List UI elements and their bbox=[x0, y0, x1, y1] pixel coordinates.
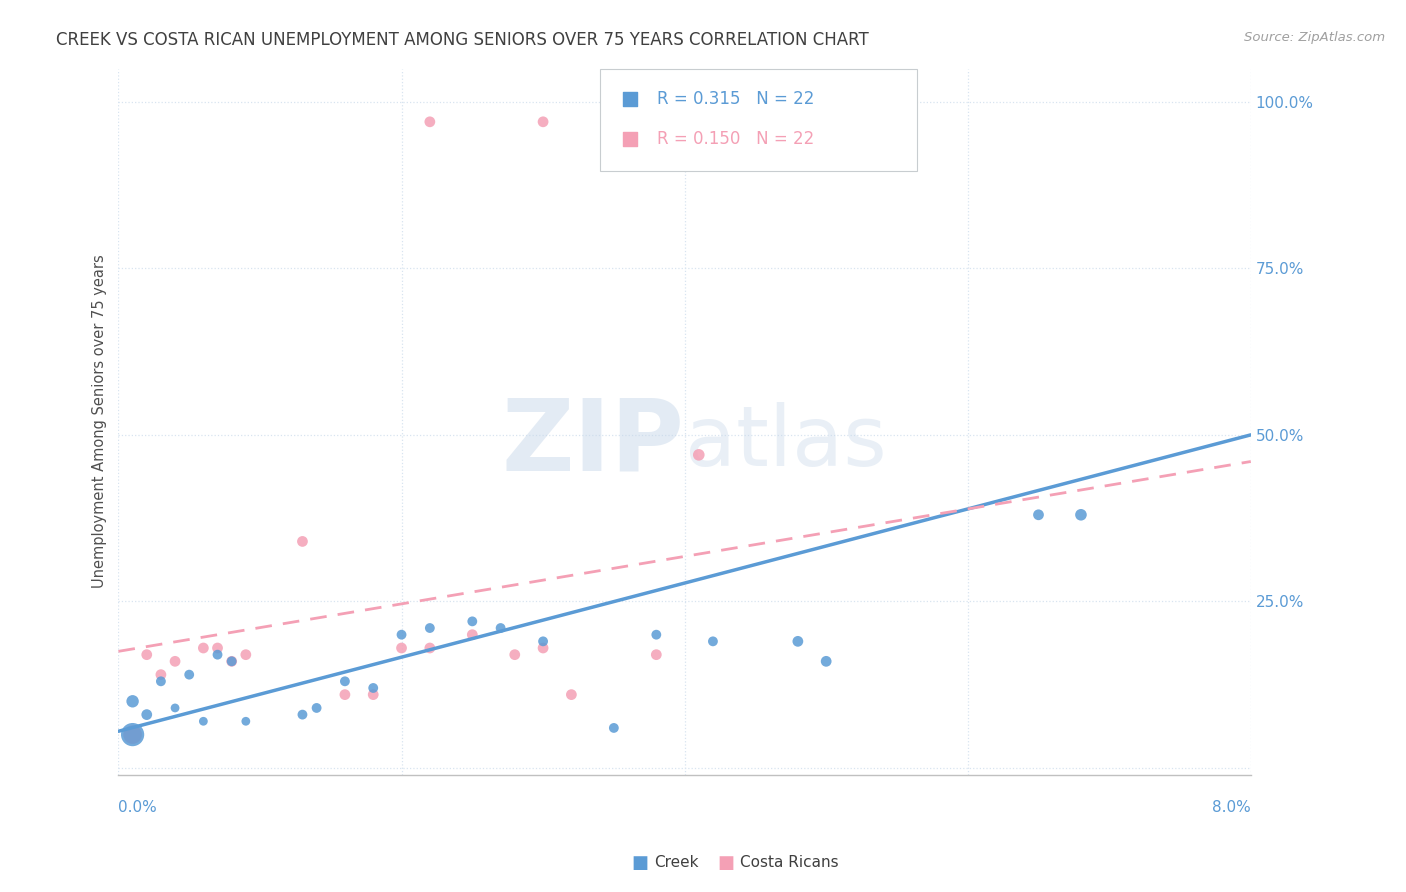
Point bbox=[461, 628, 484, 642]
Text: 0.0%: 0.0% bbox=[118, 799, 157, 814]
Point bbox=[786, 634, 808, 648]
Point bbox=[135, 707, 157, 722]
Text: atlas: atlas bbox=[685, 402, 886, 483]
Point bbox=[531, 640, 554, 655]
Point bbox=[291, 707, 314, 722]
Point bbox=[645, 628, 668, 642]
Point bbox=[305, 701, 328, 715]
Point bbox=[235, 714, 257, 729]
Point bbox=[391, 628, 413, 642]
Point bbox=[121, 694, 143, 708]
FancyBboxPatch shape bbox=[600, 69, 917, 171]
Point bbox=[419, 115, 441, 129]
Point bbox=[419, 640, 441, 655]
Point bbox=[291, 534, 314, 549]
Text: Creek: Creek bbox=[654, 855, 699, 870]
Point bbox=[391, 640, 413, 655]
Point bbox=[149, 674, 172, 689]
Point bbox=[419, 621, 441, 635]
Point bbox=[560, 688, 582, 702]
Point bbox=[645, 648, 668, 662]
Point bbox=[165, 701, 187, 715]
Point bbox=[361, 681, 384, 695]
Y-axis label: Unemployment Among Seniors over 75 years: Unemployment Among Seniors over 75 years bbox=[93, 254, 107, 589]
Text: ■: ■ bbox=[631, 854, 648, 871]
Text: ZIP: ZIP bbox=[502, 394, 685, 491]
Point bbox=[815, 654, 838, 668]
Point bbox=[503, 648, 526, 662]
Text: R = 0.315   N = 22: R = 0.315 N = 22 bbox=[658, 90, 815, 108]
Text: ■: ■ bbox=[717, 854, 734, 871]
Point bbox=[772, 115, 794, 129]
Point bbox=[1070, 508, 1092, 522]
Point bbox=[207, 648, 229, 662]
Point bbox=[165, 654, 187, 668]
Point bbox=[193, 714, 215, 729]
Point bbox=[179, 667, 201, 681]
Point bbox=[702, 634, 724, 648]
Point bbox=[461, 615, 484, 629]
Point bbox=[489, 621, 512, 635]
Point bbox=[333, 688, 356, 702]
Point bbox=[135, 648, 157, 662]
Point bbox=[149, 667, 172, 681]
Point bbox=[207, 640, 229, 655]
Text: R = 0.150   N = 22: R = 0.150 N = 22 bbox=[658, 130, 814, 148]
Point bbox=[531, 634, 554, 648]
Point bbox=[688, 448, 710, 462]
Point bbox=[121, 728, 143, 742]
Point bbox=[333, 674, 356, 689]
Point bbox=[1028, 508, 1050, 522]
Point bbox=[361, 688, 384, 702]
Text: 8.0%: 8.0% bbox=[1212, 799, 1251, 814]
Point bbox=[221, 654, 243, 668]
Point bbox=[221, 654, 243, 668]
Text: Costa Ricans: Costa Ricans bbox=[740, 855, 838, 870]
Point bbox=[772, 115, 794, 129]
Point bbox=[193, 640, 215, 655]
Text: Source: ZipAtlas.com: Source: ZipAtlas.com bbox=[1244, 31, 1385, 45]
Point bbox=[235, 648, 257, 662]
Point bbox=[121, 728, 143, 742]
Point bbox=[603, 721, 626, 735]
Point bbox=[531, 115, 554, 129]
Text: CREEK VS COSTA RICAN UNEMPLOYMENT AMONG SENIORS OVER 75 YEARS CORRELATION CHART: CREEK VS COSTA RICAN UNEMPLOYMENT AMONG … bbox=[56, 31, 869, 49]
